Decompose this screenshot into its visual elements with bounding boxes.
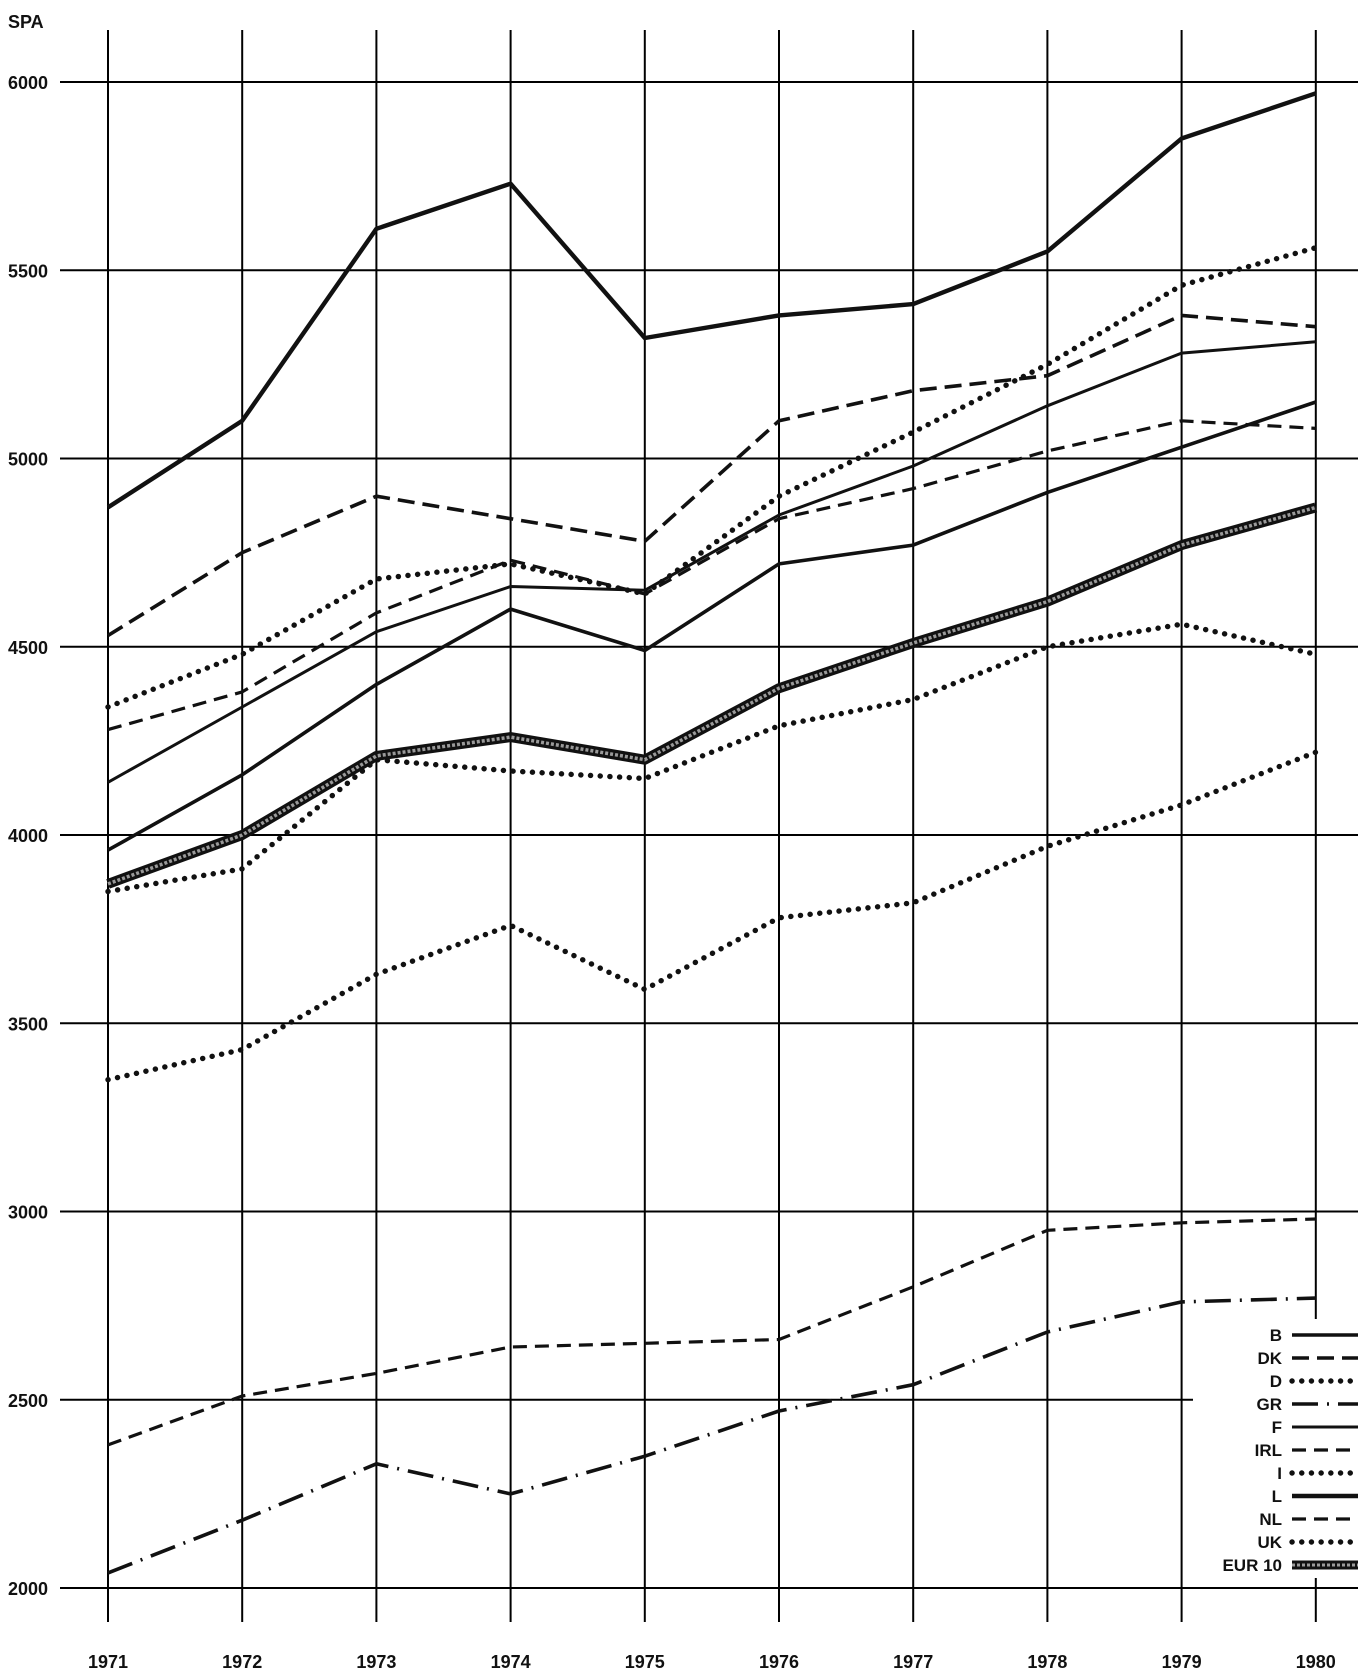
legend-label: IRL	[1255, 1441, 1282, 1460]
series-line	[107, 313, 1316, 638]
legend-label: I	[1277, 1464, 1282, 1483]
y-tick-label: 2500	[8, 1391, 48, 1411]
series-line	[107, 419, 1316, 732]
x-tick-label: 1974	[491, 1652, 531, 1672]
legend-label: UK	[1257, 1533, 1282, 1552]
x-tick-label: 1972	[222, 1652, 262, 1672]
legend-label: DK	[1257, 1349, 1282, 1368]
legend-label: F	[1272, 1418, 1282, 1437]
series-line	[107, 340, 1316, 784]
series-line	[107, 1217, 1316, 1447]
series-line	[105, 749, 1319, 1083]
series-line	[107, 1296, 1316, 1575]
legend: B DK D GR F IRL IL NL UK EUR 10	[1195, 1319, 1358, 1578]
series-dk	[107, 313, 1316, 638]
x-tick-label: 1980	[1296, 1652, 1336, 1672]
y-tick-label: 3500	[8, 1014, 48, 1034]
x-tick-label: 1975	[625, 1652, 665, 1672]
y-tick-label: 5000	[8, 450, 48, 470]
x-tick-label: 1976	[759, 1652, 799, 1672]
legend-background	[1195, 1319, 1358, 1578]
series-i	[105, 749, 1319, 1083]
series-b	[107, 400, 1317, 852]
y-tick-label: 6000	[8, 73, 48, 93]
series-line-band-fill	[107, 505, 1317, 886]
series-line	[105, 244, 1319, 710]
x-tick-label: 1973	[356, 1652, 396, 1672]
legend-label: EUR 10	[1222, 1556, 1282, 1575]
legend-label: L	[1272, 1487, 1282, 1506]
series-l	[106, 91, 1317, 510]
series-line	[106, 502, 1318, 889]
legend-label: B	[1270, 1326, 1282, 1345]
y-tick-label: 4500	[8, 638, 48, 658]
series-line	[107, 400, 1317, 852]
y-tick-label: 5500	[8, 261, 48, 281]
tick-labels: 2000 2500 3000 3500 4000 4500 5000 5500 6000 1971…	[8, 73, 1336, 1672]
series-eur-10	[106, 502, 1318, 889]
legend-label: NL	[1259, 1510, 1282, 1529]
series-gr	[107, 1296, 1316, 1575]
series-uk	[105, 621, 1319, 895]
y-tick-label: 4000	[8, 826, 48, 846]
x-tick-label: 1978	[1027, 1652, 1067, 1672]
series-nl	[107, 419, 1316, 732]
series-f	[107, 340, 1316, 784]
y-axis-label: SPA	[8, 12, 44, 32]
x-tick-label: 1971	[88, 1652, 128, 1672]
legend-label: GR	[1257, 1395, 1283, 1414]
series-irl	[107, 1217, 1316, 1447]
grid	[60, 30, 1358, 1622]
x-tick-label: 1977	[893, 1652, 933, 1672]
series-line	[106, 91, 1317, 510]
y-tick-label: 3000	[8, 1203, 48, 1223]
legend-label: D	[1270, 1372, 1282, 1391]
series-d	[105, 244, 1319, 710]
series-lines	[105, 91, 1319, 1575]
x-tick-label: 1979	[1162, 1652, 1202, 1672]
series-line	[105, 621, 1319, 895]
y-tick-label: 2000	[8, 1579, 48, 1599]
